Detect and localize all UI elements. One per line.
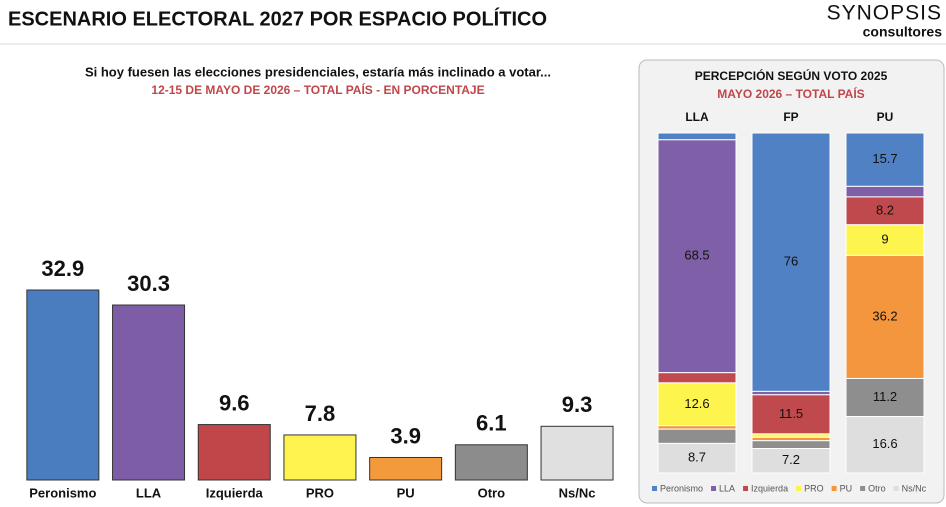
x-tick-label: LLA [685, 110, 709, 124]
value-label: 16.6 [872, 436, 897, 451]
legend-swatch [860, 486, 866, 491]
bar [26, 289, 100, 481]
value-label: 7.8 [305, 401, 336, 426]
value-label: 76 [784, 254, 798, 269]
segment [845, 132, 925, 187]
chart-subtitle: 12-15 DE MAYO DE 2026 – TOTAL PAÍS - EN … [151, 82, 484, 97]
legend-label: Ns/Nc [902, 483, 927, 493]
x-tick-label: LLA [136, 485, 162, 500]
bar [454, 444, 528, 481]
value-label: 7.2 [782, 452, 800, 467]
value-label: 3.9 [390, 423, 421, 448]
bar [283, 434, 357, 481]
bar [112, 304, 186, 481]
legend-swatch [652, 486, 657, 491]
value-label: 9.3 [562, 392, 593, 417]
page-title: ESCENARIO ELECTORAL 2027 POR ESPACIO POL… [8, 7, 547, 30]
x-tick-label: Ns/Nc [559, 485, 596, 500]
value-label: 11.2 [873, 389, 897, 404]
value-label: 12.6 [684, 396, 709, 411]
segment [751, 394, 831, 435]
segment [657, 132, 737, 141]
segment [657, 428, 737, 444]
legend-label: LLA [719, 483, 735, 493]
chart-title: Si hoy fuesen las elecciones presidencia… [85, 64, 551, 79]
segment [751, 390, 831, 396]
value-label: 68.5 [684, 248, 709, 263]
value-label: 11.5 [779, 406, 803, 421]
segment [751, 448, 831, 474]
segment [845, 416, 925, 474]
segment [845, 196, 925, 226]
legend-swatch [743, 486, 749, 491]
value-label: 8.7 [688, 450, 706, 465]
segment [751, 433, 831, 438]
legend-label: Peronismo [660, 483, 703, 493]
legend-label: PU [840, 483, 853, 493]
segment [845, 185, 925, 198]
segment [657, 372, 737, 384]
logo-sub: consultores [863, 24, 943, 40]
segment [751, 436, 831, 442]
logo: SYNOPSIS [827, 2, 942, 25]
segment [657, 442, 737, 474]
value-label: 6.1 [476, 411, 507, 436]
segment [751, 440, 831, 450]
segment [751, 132, 831, 392]
x-tick-label: PU [877, 110, 894, 124]
legend-swatch [831, 486, 837, 491]
segment [845, 254, 925, 379]
x-tick-label: PU [397, 485, 415, 500]
value-label: 9.6 [219, 390, 250, 415]
segment [657, 425, 737, 430]
legend-label: Izquierda [751, 483, 788, 493]
x-tick-label: FP [783, 110, 798, 124]
bar [197, 424, 271, 481]
x-tick-label: Otro [478, 485, 506, 500]
value-label: 9 [881, 232, 888, 247]
value-label: 32.9 [41, 256, 84, 281]
value-label: 8.2 [876, 202, 894, 217]
segment [845, 377, 925, 418]
value-label: 36.2 [872, 308, 897, 323]
bar [369, 456, 443, 481]
chart-subtitle: MAYO 2026 – TOTAL PAÍS [717, 86, 864, 101]
legend-swatch [893, 486, 899, 491]
value-label: 30.3 [127, 271, 170, 296]
x-tick-label: Peronismo [29, 485, 96, 500]
legend-swatch [796, 486, 802, 491]
bar [540, 425, 614, 481]
x-tick-label: Izquierda [206, 485, 264, 500]
legend-label: PRO [804, 483, 824, 493]
value-label: 15.7 [872, 151, 897, 166]
legend-swatch [711, 486, 717, 491]
legend-label: Otro [868, 483, 886, 493]
segment [657, 382, 737, 427]
chart-title: PERCEPCIÓN SEGÚN VOTO 2025 [695, 68, 888, 83]
x-tick-label: PRO [306, 485, 334, 500]
